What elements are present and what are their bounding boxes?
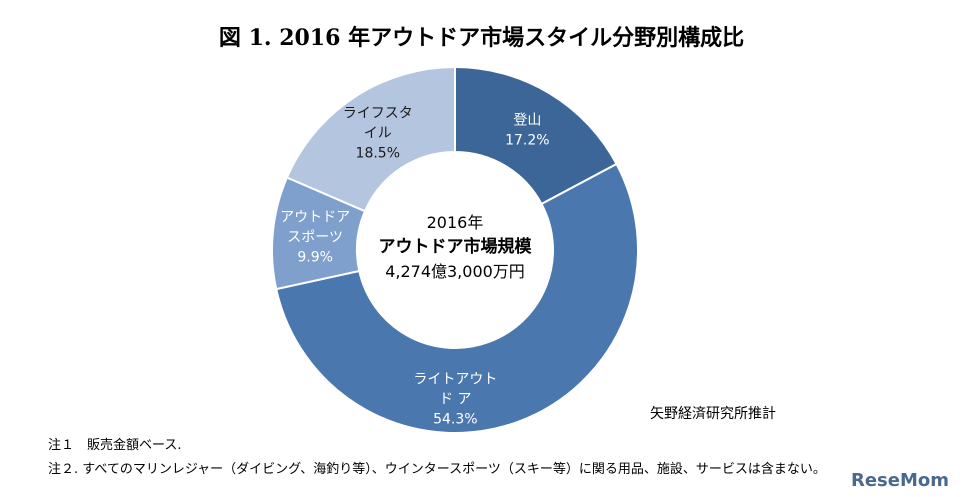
slice-3 — [285, 65, 456, 213]
slice-1 — [275, 162, 640, 434]
source-note: 矢野経済研究所推計 — [650, 406, 776, 422]
watermark: ReseMom — [850, 470, 949, 491]
slice-3-value-label: 18.5% — [356, 146, 400, 162]
center-label: アウトドア市場規模 — [379, 236, 533, 257]
slice-0 — [454, 65, 618, 206]
slice-2-name-label: アウトドア — [280, 210, 350, 226]
slice-2-name-label: スポーツ — [287, 230, 343, 246]
slice-3-name-label: イル — [364, 126, 392, 142]
slice-1-value-label: 54.3% — [433, 411, 477, 427]
slice-2-value-label: 9.9% — [297, 250, 333, 266]
slice-1-name-label: ド ア — [439, 391, 471, 407]
chart-title: 図 1. 2016 年アウトドア市場スタイル分野別構成比 — [218, 25, 745, 51]
center-value: 4,274億3,000万円 — [385, 262, 525, 281]
slice-1-name-label: ライトアウト — [413, 371, 497, 387]
note-1: 注１ 販売金額ベース. — [48, 438, 182, 453]
slice-0-value-label: 17.2% — [505, 133, 549, 149]
slice-0-name-label: 登山 — [513, 113, 541, 129]
slice-3-name-label: ライフスタ — [343, 106, 413, 122]
note-2: 注２. すべてのマリンレジャー（ダイビング、海釣り等）、ウインタースポーツ（スキ… — [48, 462, 826, 477]
center-year: 2016年 — [427, 213, 484, 232]
